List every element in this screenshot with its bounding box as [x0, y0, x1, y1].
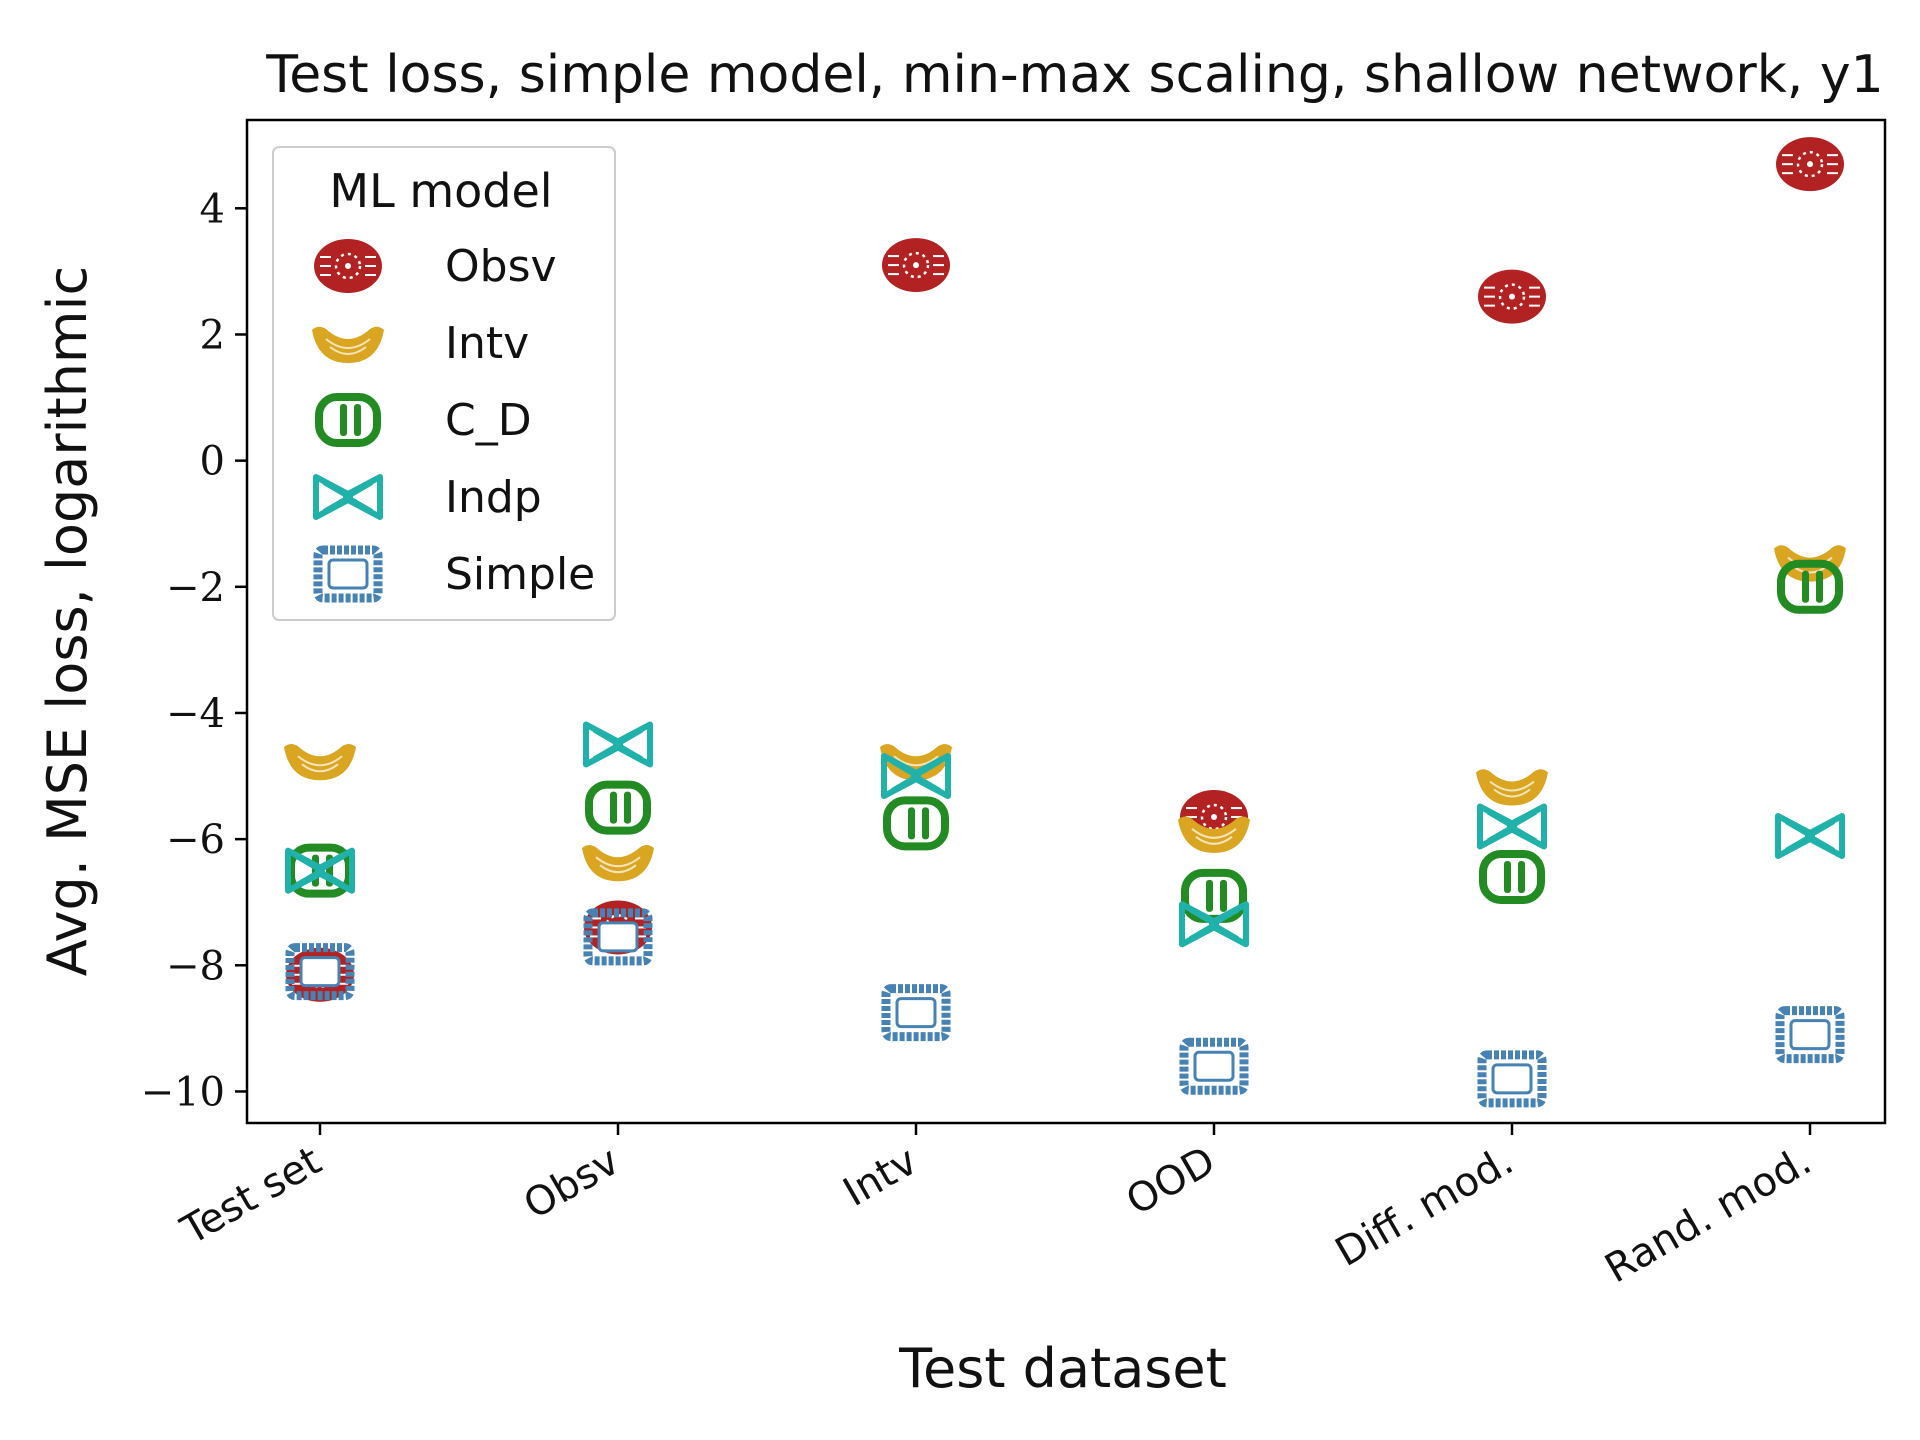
data-point-obsv: [1478, 269, 1546, 324]
legend-marker-intv: [312, 326, 384, 363]
x-tick-label: Intv: [836, 1138, 925, 1216]
data-point-intv: [582, 844, 654, 882]
data-point-c-d: [585, 780, 651, 835]
y-tick-label: 2: [200, 312, 225, 358]
y-tick-label: 0: [200, 439, 225, 485]
data-point-simple: [1775, 1006, 1845, 1064]
legend-label: Obsv: [445, 241, 557, 292]
legend: ML model Obsv Intv C_D Indp Simple: [272, 146, 616, 621]
legend-marker-obsv: [314, 239, 382, 293]
data-point-c-d: [1777, 559, 1843, 614]
data-points: [284, 137, 1846, 1108]
data-point-simple: [1179, 1037, 1249, 1095]
y-tick-label: −10: [141, 1069, 225, 1115]
data-point-indp: [1775, 812, 1845, 859]
plot-area: [245, 118, 1887, 1125]
y-tick-label: −4: [166, 691, 225, 737]
x-axis-label: Test dataset: [898, 1337, 1227, 1400]
legend-marker-simple: [313, 545, 383, 603]
data-point-intv: [1178, 816, 1250, 853]
data-point-obsv: [1776, 137, 1844, 192]
legend-label: Indp: [445, 472, 542, 523]
x-tick-label: OOD: [1119, 1138, 1223, 1225]
y-tick-label: −6: [166, 817, 225, 863]
legend-marker-c-d: [315, 393, 381, 447]
chart-title: Test loss, simple model, min-max scaling…: [265, 45, 1883, 105]
data-point-simple: [583, 908, 653, 966]
data-point-indp: [285, 847, 355, 894]
data-point-indp: [881, 753, 951, 800]
y-tick-label: −2: [166, 565, 225, 611]
data-point-intv: [284, 744, 356, 781]
y-tick-label: −8: [166, 943, 225, 989]
data-point-simple: [881, 984, 951, 1042]
data-point-c-d: [1479, 849, 1545, 904]
x-tick-label: Rand. mod.: [1598, 1138, 1819, 1292]
data-point-simple: [285, 943, 355, 1001]
legend-label: Simple: [445, 549, 595, 600]
x-tick-label: Diff. mod.: [1328, 1138, 1521, 1276]
legend-title: ML model: [329, 164, 552, 218]
y-axis: −10 −8 −6 −4 −2 0 2 4: [141, 186, 247, 1115]
legend-label: Intv: [445, 318, 529, 369]
y-tick-label: 4: [200, 186, 225, 232]
legend-marker-indp: [313, 474, 383, 520]
legend-label: C_D: [445, 395, 532, 446]
data-point-obsv: [882, 238, 950, 293]
data-point-intv: [1476, 769, 1548, 806]
data-point-c-d: [883, 796, 949, 851]
y-axis-label: Avg. MSE loss, logarithmic: [36, 266, 99, 976]
data-point-indp: [1179, 901, 1249, 948]
data-point-indp: [583, 721, 653, 768]
x-tick-label: Test set: [173, 1138, 329, 1255]
data-point-simple: [1477, 1050, 1547, 1108]
data-point-indp: [1477, 803, 1547, 850]
x-tick-label: Obsv: [516, 1138, 627, 1229]
x-axis: Test set Obsv Intv OOD Diff. mod. Rand. mod.: [173, 1123, 1819, 1292]
